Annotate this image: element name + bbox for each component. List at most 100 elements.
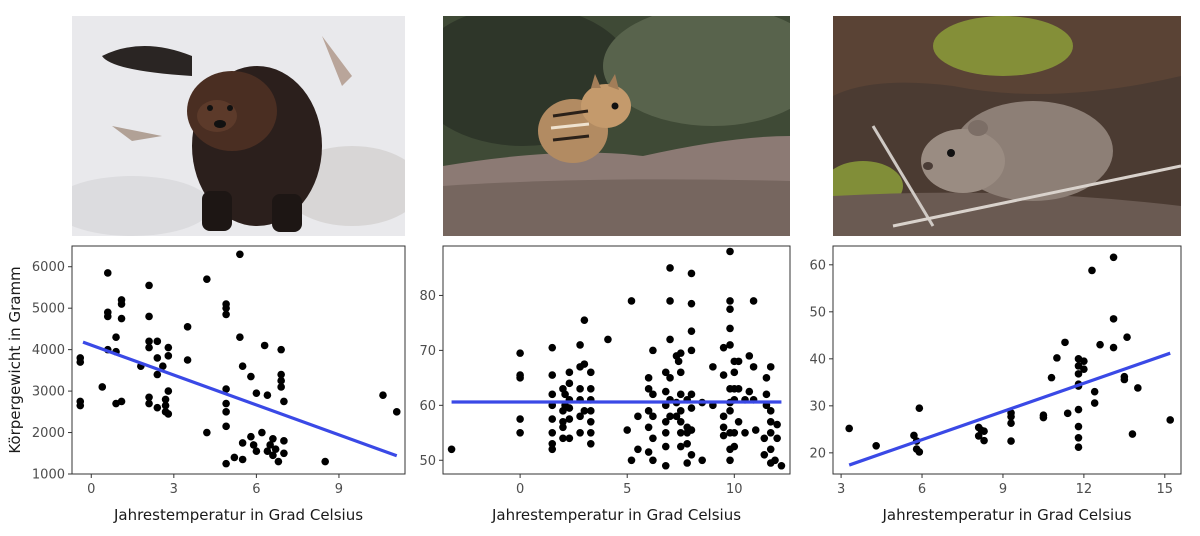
chipmunk-data-point — [734, 357, 743, 366]
chipmunk-y-tick-label: 80 — [419, 289, 436, 304]
fisher-data-point — [222, 459, 230, 468]
fisher-x-tick-label: 6 — [252, 482, 260, 497]
fisher-data-point — [238, 455, 247, 464]
chipmunk-data-point — [548, 390, 557, 399]
chipmunk-data-point — [687, 404, 696, 412]
chipmunk-data-point — [745, 387, 754, 396]
chipmunk-data-point — [644, 385, 653, 393]
fisher-data-point — [164, 352, 173, 360]
chipmunk-data-point — [565, 404, 574, 412]
vole-data-point — [980, 427, 988, 436]
fisher-data-point — [222, 399, 230, 408]
vole-y-tick-label: 20 — [809, 446, 826, 461]
fisher-data-point — [252, 447, 261, 455]
chipmunk-data-point — [734, 418, 743, 426]
chipmunk-x-tick-label: 5 — [623, 482, 631, 497]
vole-data-point — [1080, 357, 1088, 365]
chipmunk-data-point — [766, 363, 775, 371]
chipmunk-data-point — [687, 390, 696, 399]
fisher-data-point — [161, 401, 170, 410]
chipmunk-data-point — [548, 439, 557, 448]
vole-y-tick-label: 60 — [809, 258, 826, 273]
chipmunk-data-point — [762, 374, 771, 382]
chipmunk-data-point — [666, 335, 674, 344]
chipmunk-data-point — [559, 434, 567, 443]
chipmunk-data-point — [559, 418, 567, 426]
vole-x-tick-label: 9 — [999, 482, 1007, 497]
chipmunk-data-point — [548, 445, 557, 454]
vole-data-point — [1074, 443, 1083, 452]
fisher-data-point — [145, 393, 153, 402]
chipmunk-data-point — [580, 316, 589, 324]
fisher-data-point — [222, 385, 230, 393]
fisher-data-point — [321, 457, 329, 466]
chipmunk-data-point — [623, 426, 632, 434]
fisher-data-point — [222, 422, 230, 431]
chipmunk-data-point — [580, 360, 589, 368]
chipmunk-data-point — [666, 264, 674, 272]
fisher-y-tick-label: 3000 — [32, 385, 65, 400]
fisher-data-point — [112, 333, 120, 341]
chipmunk-photo — [443, 16, 790, 236]
vole-data-point — [1074, 405, 1083, 414]
vole-data-point — [1090, 387, 1099, 396]
fisher-x-axis-title: Jahrestemperatur in Grad Celsius — [113, 506, 363, 524]
fisher-data-point — [117, 397, 126, 406]
chipmunk-data-point — [762, 390, 771, 399]
chipmunk-data-point — [604, 335, 612, 344]
vole-data-point — [915, 448, 924, 456]
chart-fisher: 1000 2000 3000 4000 5000 6000 0 3 6 9 Jahrestemper… — [0, 238, 406, 536]
chipmunk-data-point — [719, 343, 728, 352]
fisher-data-point — [222, 310, 230, 319]
fisher-data-point — [266, 441, 274, 449]
vole-x-tick-label: 12 — [1076, 482, 1093, 497]
vole-y-tick-label: 50 — [809, 305, 826, 320]
fisher-data-point — [271, 445, 280, 453]
chipmunk-data-point — [661, 428, 670, 437]
chipmunk-data-point — [447, 445, 456, 454]
fisher-data-point — [145, 343, 153, 352]
chipmunk-data-point — [644, 423, 653, 432]
chart-chipmunk-svg: 50 60 70 80 0 5 10 Jahrestemperatur in Grad Cel… — [419, 245, 791, 524]
fisher-data-point — [252, 389, 261, 397]
vole-x-tick-label: 15 — [1157, 482, 1174, 497]
chipmunk-data-point — [576, 385, 584, 393]
vole-data-point — [1134, 384, 1142, 392]
chart-vole: 20 30 40 50 60 3 6 9 12 15 Jahrestemperatur in Gra… — [800, 238, 1200, 536]
fisher-data-point — [98, 383, 107, 391]
fisher-data-point — [117, 300, 126, 308]
chipmunk-data-point — [586, 428, 595, 437]
chipmunk-data-point — [580, 407, 589, 415]
chipmunk-x-tick-label: 0 — [516, 482, 524, 497]
vole-fit-line — [848, 351, 1171, 467]
vole-data-point — [845, 424, 853, 433]
fisher-data-point — [183, 323, 192, 331]
chipmunk-data-point — [709, 363, 717, 371]
chipmunk-data-point — [687, 450, 696, 459]
fisher-data-point — [145, 337, 153, 346]
fisher-data-point — [379, 391, 387, 400]
fisher-data-point — [247, 432, 255, 441]
chipmunk-data-point — [661, 418, 670, 426]
chipmunk-data-point — [649, 456, 657, 465]
chipmunk-data-point — [548, 371, 557, 379]
chipmunk-data-point — [726, 305, 734, 313]
chipmunk-data-point — [644, 374, 653, 382]
chipmunk-data-point — [687, 327, 696, 335]
chipmunk-data-point — [586, 439, 595, 448]
fisher-data-point — [274, 457, 283, 466]
vole-data-point — [1047, 373, 1056, 382]
chipmunk-data-point — [661, 442, 670, 451]
chipmunk-y-tick-label: 50 — [419, 454, 436, 469]
chipmunk-data-point — [676, 349, 685, 357]
vole-data-point — [1109, 343, 1118, 352]
fisher-data-point — [153, 403, 162, 412]
fisher-data-point — [145, 281, 153, 290]
fisher-data-point — [249, 441, 258, 449]
chipmunk-data-point — [760, 434, 769, 443]
vole-data-point — [1109, 315, 1118, 323]
fisher-data-point — [280, 397, 288, 406]
vole-x-tick-label: 6 — [918, 482, 926, 497]
vole-data-point — [1007, 437, 1015, 445]
vole-data-point — [910, 431, 918, 440]
